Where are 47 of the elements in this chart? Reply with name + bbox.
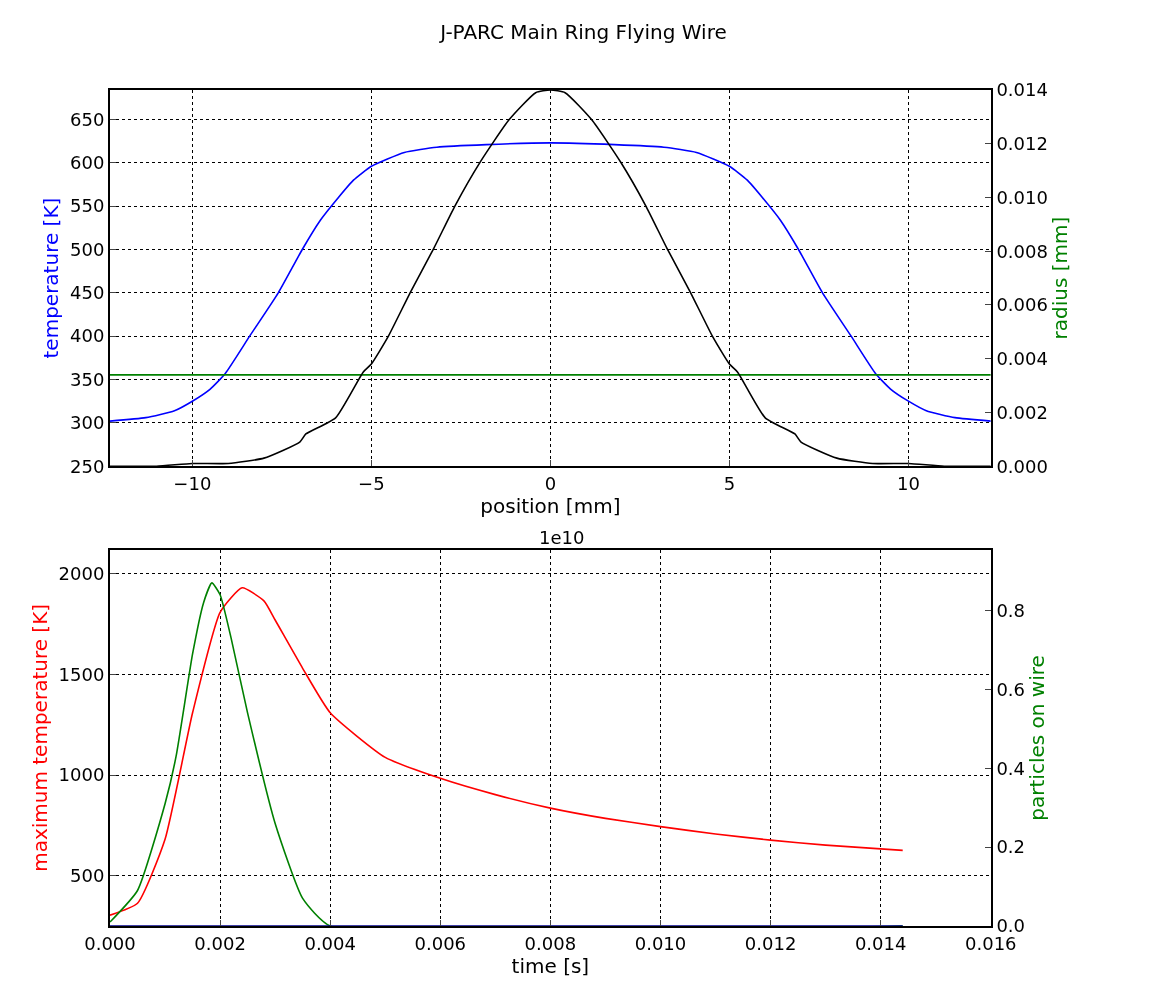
line-series [110,142,991,422]
x-tick-label: 5 [723,472,736,494]
x-tick-label: 0 [544,472,557,494]
y-tick-label: 300 [70,412,105,434]
y2-tick-label: 0.014 [996,79,1048,101]
y-axis-title: maximum temperature [K] [27,603,52,872]
y2-axis-title: radius [mm] [1047,216,1072,340]
x-tick-label: −10 [173,472,212,494]
y-tick-label: 400 [70,325,105,347]
x-tick-label: 0.010 [634,932,687,954]
y2-tick-label: 0.8 [996,599,1026,621]
x-tick-label: 0.014 [854,932,907,954]
x-tick-label: 0.002 [194,932,246,954]
y2-axis-title: particles on wire [1025,655,1050,821]
x-tick-label: −5 [358,472,385,494]
y-tick-label: 550 [70,195,105,217]
y-tick-label: 600 [70,152,105,174]
y-tick-label: 2000 [58,563,105,585]
x-tick-label: 0.008 [524,932,577,954]
y2-tick-label: 0.4 [996,757,1026,779]
y2-tick-label: 0.012 [996,133,1048,155]
x-tick-label: 0.004 [304,932,356,954]
y-tick-label: 500 [70,865,105,887]
y2-tick-label: 0.000 [996,455,1048,477]
y-axis-title: temperature [K] [39,197,64,359]
y2-tick-label: 0.004 [996,348,1048,370]
y-tick-label: 500 [70,238,105,260]
x-tick-label: 10 [896,472,920,494]
y-tick-label: 350 [70,368,105,390]
y-tick-label: 250 [70,455,105,477]
x-axis-title: time [s] [511,953,590,978]
x-tick-label: 0.006 [414,932,467,954]
y-tick-label: 650 [70,108,105,130]
y-tick-label: 1500 [58,663,105,685]
text: 1e10 [539,527,585,548]
chart-title: J-PARC Main Ring Flying Wire [438,20,727,45]
y2-tick-label: 0.010 [996,186,1048,208]
y-tick-label: 1000 [58,764,105,786]
x-tick-label: 0.012 [744,932,797,954]
y2-tick-label: 0.008 [996,240,1048,262]
y2-tick-label: 0.6 [996,678,1026,700]
x-tick-label: 0.000 [84,932,136,954]
y2-tick-label: 0.006 [996,294,1048,316]
y2-tick-label: 0.002 [996,401,1048,423]
x-axis-title: position [mm] [480,493,621,518]
y2-tick-label: 0.2 [996,836,1026,858]
y-tick-label: 450 [70,282,105,304]
